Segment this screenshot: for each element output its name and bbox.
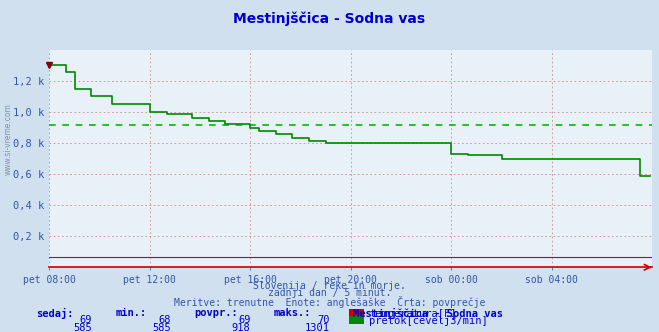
- Text: 69: 69: [238, 315, 250, 325]
- Text: Mestinjščica - Sodna vas: Mestinjščica - Sodna vas: [353, 308, 503, 319]
- Text: www.si-vreme.com: www.si-vreme.com: [4, 104, 13, 175]
- Text: Mestinjščica - Sodna vas: Mestinjščica - Sodna vas: [233, 12, 426, 26]
- Text: Slovenija / reke in morje.: Slovenija / reke in morje.: [253, 281, 406, 290]
- Text: sedaj:: sedaj:: [36, 308, 74, 319]
- Text: zadnji dan / 5 minut.: zadnji dan / 5 minut.: [268, 288, 391, 298]
- Text: 585: 585: [74, 323, 92, 332]
- Text: Meritve: trenutne  Enote: anglešaške  Črta: povprečje: Meritve: trenutne Enote: anglešaške Črta…: [174, 296, 485, 308]
- Text: 70: 70: [317, 315, 330, 325]
- Text: 1301: 1301: [304, 323, 330, 332]
- Text: 69: 69: [80, 315, 92, 325]
- Text: 68: 68: [159, 315, 171, 325]
- Text: min.:: min.:: [115, 308, 146, 318]
- Text: 918: 918: [232, 323, 250, 332]
- Text: povpr.:: povpr.:: [194, 308, 238, 318]
- Text: maks.:: maks.:: [273, 308, 311, 318]
- Text: 585: 585: [153, 323, 171, 332]
- Text: temperatura[F]: temperatura[F]: [369, 309, 457, 319]
- Text: pretok[čevelj3/min]: pretok[čevelj3/min]: [369, 316, 488, 326]
